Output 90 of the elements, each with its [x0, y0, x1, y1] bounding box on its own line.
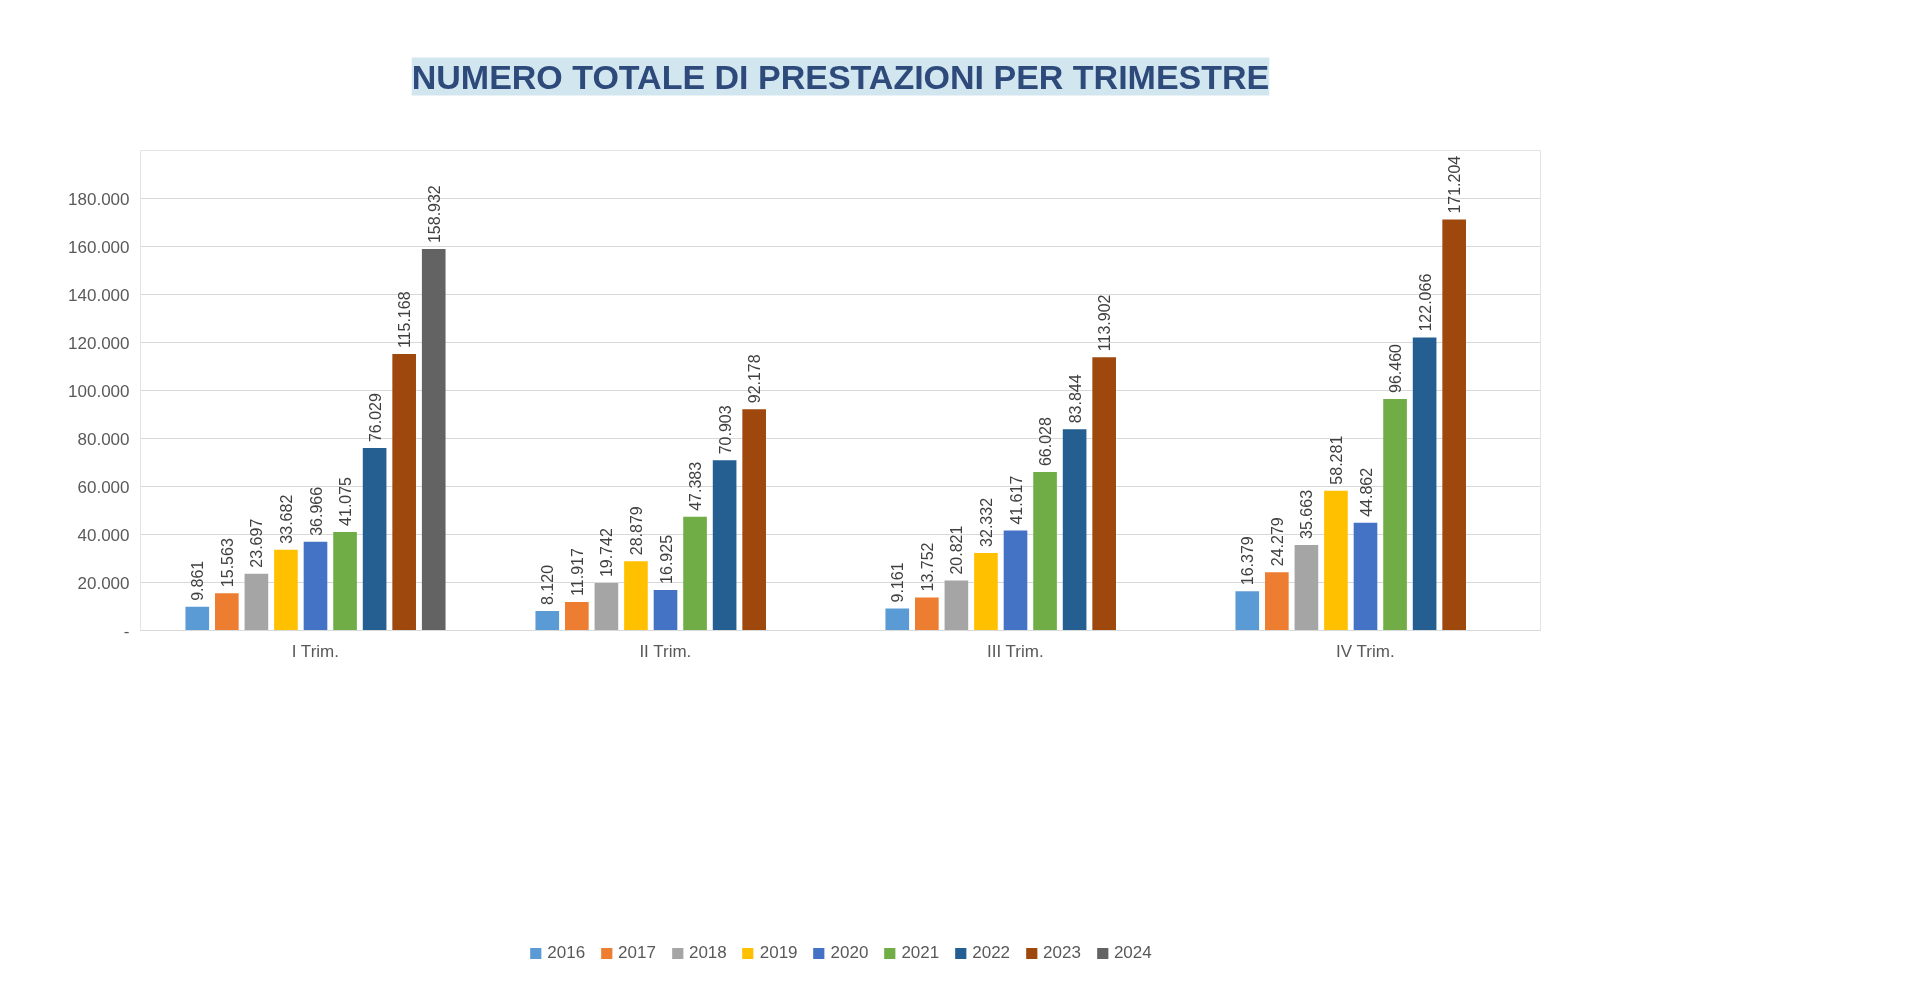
- legend-label: 2023: [1043, 943, 1081, 963]
- bar: [1003, 530, 1028, 631]
- bar: [1062, 429, 1087, 631]
- y-tick-label: 40.000: [77, 525, 130, 545]
- bar: [742, 409, 766, 631]
- data-label: 23.697: [248, 518, 266, 568]
- bar: [1235, 591, 1260, 631]
- data-label: 11.917: [568, 548, 586, 596]
- data-label: 19.742: [598, 528, 616, 578]
- x-tick-label: IV Trim.: [1336, 641, 1395, 661]
- legend-label: 2016: [547, 943, 586, 963]
- data-label: 115.168: [396, 291, 414, 349]
- bar: [185, 606, 210, 631]
- data-label: 41.617: [1007, 475, 1025, 525]
- bar: [333, 531, 357, 631]
- data-label: 33.682: [277, 494, 295, 544]
- bar: [1442, 219, 1466, 631]
- data-label: 35.663: [1298, 489, 1316, 539]
- data-label: 16.925: [657, 534, 675, 584]
- data-label: 41.075: [337, 476, 355, 526]
- data-label: 24.279: [1268, 517, 1286, 567]
- data-label: 158.932: [425, 185, 443, 244]
- bar: [1265, 572, 1289, 631]
- bar: [974, 552, 998, 631]
- x-tick-label: I Trim.: [291, 641, 339, 661]
- data-label: 9.161: [889, 562, 907, 603]
- legend-label: 2019: [759, 943, 798, 963]
- legend-label: 2020: [830, 943, 869, 963]
- bar: [1092, 357, 1116, 631]
- bar: [915, 597, 939, 631]
- data-label: 58.281: [1327, 435, 1345, 485]
- data-label: 96.460: [1387, 343, 1405, 393]
- y-tick-label: 180.000: [68, 189, 130, 209]
- data-label: 92.178: [746, 354, 764, 404]
- y-tick-label: -: [123, 621, 130, 641]
- bar: [653, 589, 678, 631]
- data-label: 47.383: [687, 461, 705, 511]
- data-label: 44.862: [1357, 467, 1375, 517]
- bar: [1412, 337, 1437, 631]
- data-label: 16.379: [1239, 536, 1257, 586]
- y-tick-label: 160.000: [68, 237, 130, 257]
- legend-label: 2024: [1113, 943, 1152, 963]
- bar: [303, 541, 328, 631]
- x-tick-label: III Trim.: [987, 641, 1044, 661]
- bar: [565, 601, 589, 631]
- data-label: 113.902: [1096, 294, 1114, 352]
- bar: [244, 573, 269, 631]
- bar: [1324, 490, 1348, 631]
- data-label: 13.752: [918, 542, 936, 592]
- data-label: 9.861: [189, 560, 207, 601]
- chart-title: NUMERO TOTALE DI PRESTAZIONI PER TRIMESTRE: [411, 57, 1270, 96]
- y-tick-label: 60.000: [77, 477, 130, 497]
- y-tick-label: 140.000: [68, 285, 130, 305]
- data-label: 76.029: [366, 392, 384, 443]
- data-label: 28.879: [627, 506, 645, 556]
- y-tick-label: 120.000: [68, 333, 130, 353]
- legend-label: 2022: [972, 943, 1011, 963]
- data-label: 20.821: [948, 525, 966, 575]
- data-label: 8.120: [539, 564, 557, 606]
- bar: [712, 460, 737, 631]
- y-tick-label: 80.000: [77, 429, 130, 449]
- bar: [885, 608, 910, 631]
- legend-label: 2017: [618, 943, 656, 963]
- bar: [274, 549, 298, 631]
- data-label: 66.028: [1037, 416, 1055, 467]
- bar: [1353, 522, 1378, 631]
- y-tick-label: 100.000: [68, 381, 130, 401]
- legend-label: 2018: [688, 943, 727, 963]
- y-tick-label: 20.000: [77, 573, 130, 593]
- data-label: 70.903: [716, 405, 734, 455]
- bar: [392, 354, 416, 631]
- bar: [535, 611, 560, 631]
- bar: [594, 583, 619, 631]
- bar: [421, 249, 446, 631]
- data-label: 15.563: [218, 538, 236, 588]
- bar: [944, 580, 969, 631]
- bar: [624, 561, 648, 631]
- data-label: 36.966: [307, 486, 325, 536]
- x-tick-label: II Trim.: [639, 641, 692, 661]
- data-label: 32.332: [977, 497, 995, 547]
- bar: [683, 516, 707, 631]
- data-label: 122.066: [1416, 273, 1434, 332]
- bar: [1294, 544, 1319, 631]
- bar: [215, 593, 239, 631]
- bar: [362, 448, 387, 631]
- data-label: 171.204: [1446, 155, 1464, 214]
- bar: [1033, 472, 1057, 631]
- bar: [1383, 399, 1407, 631]
- data-label: 83.844: [1066, 374, 1084, 424]
- legend-label: 2021: [901, 943, 940, 963]
